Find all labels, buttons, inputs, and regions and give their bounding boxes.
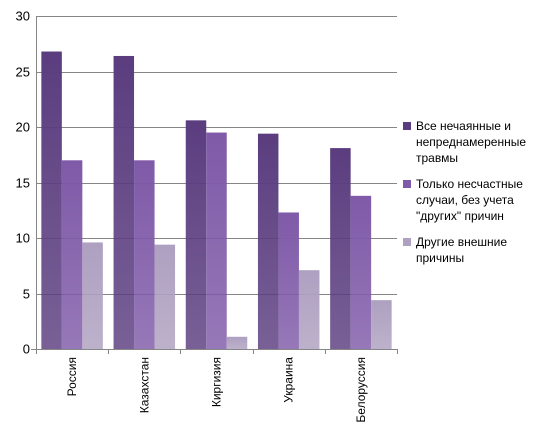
- x-category-label: Казахстан: [137, 357, 151, 413]
- bar: [371, 300, 392, 349]
- bar: [226, 336, 248, 349]
- legend-item-other-external: Другие внешние причины: [400, 234, 549, 266]
- y-tick-label: 5: [23, 287, 30, 302]
- bar: [206, 132, 227, 349]
- bar: [350, 195, 372, 349]
- legend-swatch-accidents-only: [403, 180, 411, 188]
- y-tick-label: 30: [16, 9, 30, 24]
- x-category-label: Украина: [282, 357, 296, 403]
- bar: [278, 212, 299, 349]
- y-tick-label: 0: [23, 342, 30, 357]
- chart-legend: Все нечаянные и непреднамеренные травмы …: [400, 118, 549, 276]
- x-category-label: Россия: [65, 357, 79, 396]
- legend-label-accidents-only: Только несчастные случаи, без учета "дру…: [416, 177, 523, 223]
- y-tick-label: 20: [16, 120, 30, 135]
- bar: [61, 160, 83, 349]
- bar: [134, 160, 155, 349]
- bar: [113, 55, 135, 350]
- legend-label-other-external: Другие внешние причины: [416, 235, 508, 265]
- y-tick-label: 25: [16, 65, 30, 80]
- legend-item-all-injuries: Все нечаянные и непреднамеренные травмы: [400, 118, 549, 166]
- bar: [298, 270, 320, 349]
- legend-label-all-injuries: Все нечаянные и непреднамеренные травмы: [416, 119, 527, 165]
- bar: [185, 120, 207, 349]
- bar: [41, 51, 62, 350]
- bar: [330, 148, 351, 349]
- legend-swatch-all-injuries: [403, 122, 411, 130]
- bar: [82, 242, 103, 349]
- legend-item-accidents-only: Только несчастные случаи, без учета "дру…: [400, 176, 549, 224]
- x-category-label: Киргизия: [210, 357, 224, 407]
- bar: [154, 244, 176, 349]
- legend-swatch-other-external: [403, 238, 411, 246]
- x-category-label: Белоруссия: [354, 357, 368, 423]
- bar: [257, 133, 279, 349]
- y-tick-label: 15: [16, 176, 30, 191]
- y-tick-label: 10: [16, 231, 30, 246]
